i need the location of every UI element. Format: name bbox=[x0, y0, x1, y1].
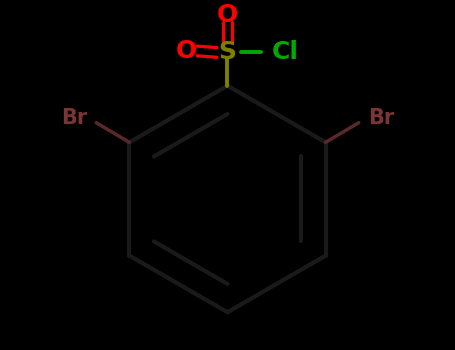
Text: Br: Br bbox=[368, 108, 394, 128]
Text: S: S bbox=[218, 41, 237, 64]
Text: O: O bbox=[217, 3, 238, 27]
Text: Cl: Cl bbox=[271, 41, 298, 64]
Text: O: O bbox=[176, 39, 197, 63]
Text: Br: Br bbox=[61, 108, 87, 128]
